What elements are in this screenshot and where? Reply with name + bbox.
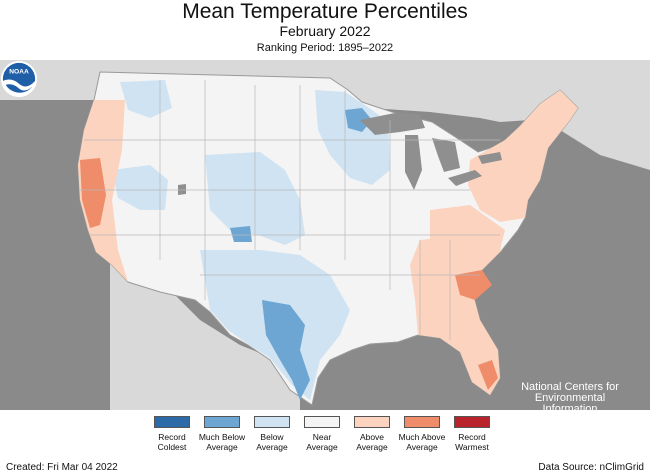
mexico-land	[110, 260, 300, 410]
legend-item-record-warmest: Record Warmest	[448, 416, 496, 452]
noaa-logo: NOAA	[0, 60, 38, 98]
legend-item-much-above: Much Above Average	[398, 416, 446, 452]
legend-label: Above Average	[356, 432, 388, 452]
legend-label: Near Average	[306, 432, 338, 452]
map-subtitle: February 2022	[279, 23, 371, 39]
ncei-label: National Centers for Environmental Infor…	[521, 381, 619, 411]
map-panel: NOAA National Centers for Environmental …	[0, 60, 650, 410]
legend-label: Much Above Average	[398, 432, 446, 452]
legend-swatch	[454, 416, 490, 428]
much-below-minnesota	[345, 108, 372, 132]
above-avg-appalachia	[430, 205, 505, 250]
lake-huron	[432, 138, 460, 172]
legend-label: Record Coldest	[157, 432, 187, 452]
legend: Record Coldest Much Below Average Below …	[148, 416, 498, 464]
legend-swatch	[354, 416, 390, 428]
legend-swatch	[204, 416, 240, 428]
much-above-carolinas	[455, 270, 492, 300]
created-date: Created: Fri Mar 04 2022	[6, 462, 118, 473]
below-avg-great-basin	[112, 165, 168, 210]
legend-swatch	[154, 416, 190, 428]
lake-erie	[448, 170, 482, 186]
noaa-logo-text: NOAA	[9, 68, 29, 75]
legend-swatch	[404, 416, 440, 428]
much-below-colorado	[230, 226, 252, 242]
lake-michigan	[405, 135, 422, 190]
much-above-florida	[478, 360, 498, 390]
legend-label: Much Below Average	[198, 432, 246, 452]
legend-item-below: Below Average	[248, 416, 296, 452]
us-map	[0, 60, 650, 410]
map-title: Mean Temperature Percentiles	[182, 0, 468, 23]
legend-label: Below Average	[256, 432, 288, 452]
legend-item-record-coldest: Record Coldest	[148, 416, 196, 452]
legend-item-near: Near Average	[298, 416, 346, 452]
above-avg-northeast	[468, 90, 578, 222]
lake-ontario	[478, 152, 502, 164]
much-below-texas	[262, 300, 310, 400]
legend-label: Record Warmest	[455, 432, 489, 452]
legend-swatch	[254, 416, 290, 428]
much-above-california	[80, 158, 106, 228]
great-salt-lake	[178, 184, 186, 195]
data-source: Data Source: nClimGrid	[538, 462, 644, 473]
state-borders	[80, 80, 500, 340]
legend-swatch	[304, 416, 340, 428]
legend-item-much-below: Much Below Average	[198, 416, 246, 452]
lake-superior	[360, 112, 425, 135]
below-avg-northern-plains	[315, 90, 390, 185]
below-avg-pacific-nw	[120, 80, 172, 118]
legend-item-above: Above Average	[348, 416, 396, 452]
ranking-period: Ranking Period: 1895–2022	[256, 42, 394, 54]
